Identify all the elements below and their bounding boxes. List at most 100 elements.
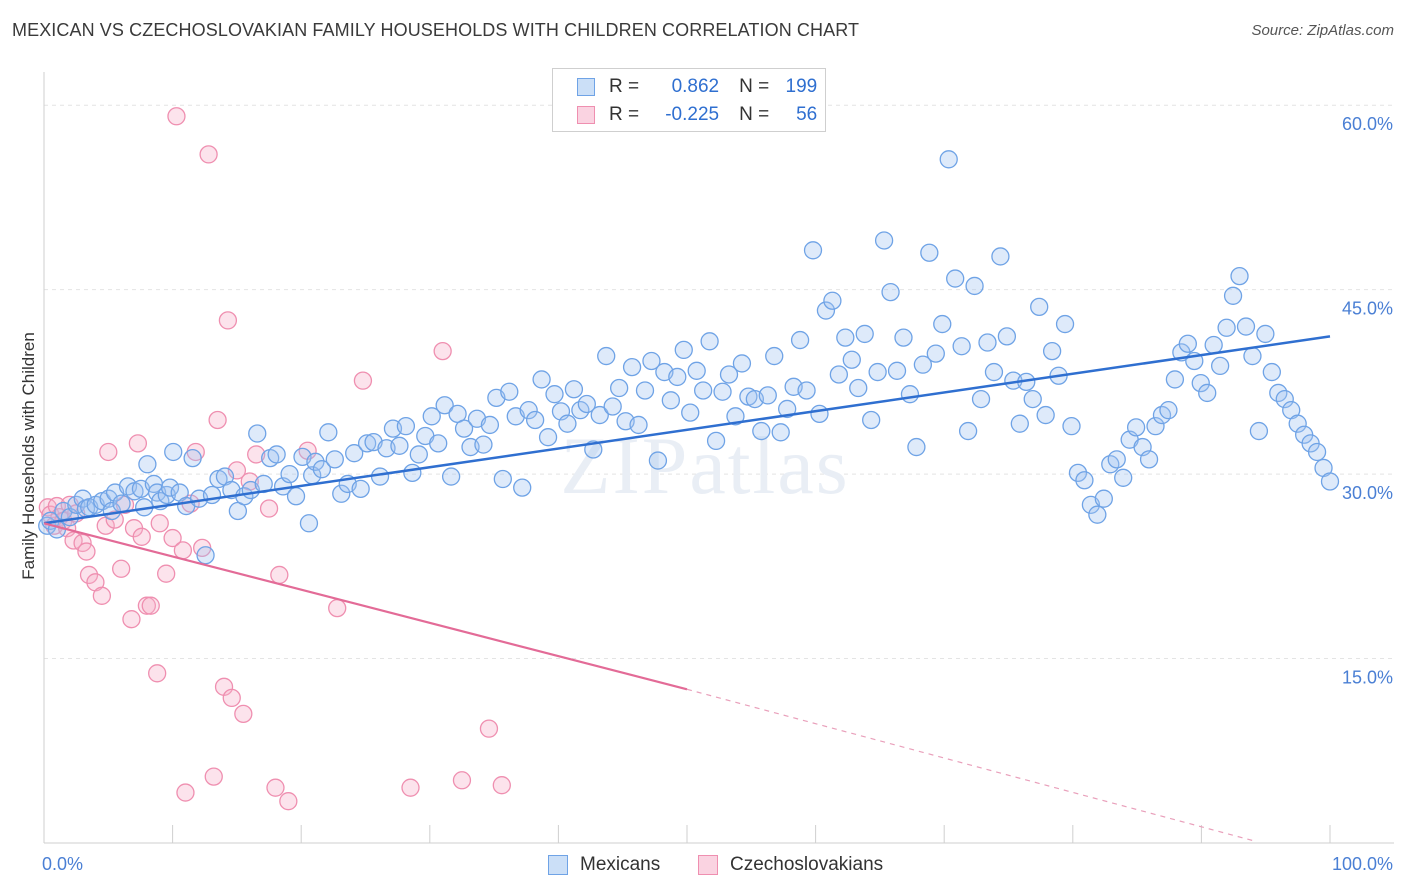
mexicans-point bbox=[409, 445, 428, 464]
mexicans-point bbox=[160, 478, 180, 497]
czechoslovakians-point bbox=[73, 533, 92, 553]
mexicans-point bbox=[1165, 370, 1185, 389]
mexicans-point bbox=[958, 421, 978, 441]
czechoslovakians-point bbox=[150, 514, 169, 533]
czechoslovakians-point bbox=[173, 541, 193, 560]
mexicans-point bbox=[1023, 389, 1042, 409]
mexicans-point bbox=[681, 403, 700, 422]
mexicans-point bbox=[1107, 450, 1126, 469]
mexicans-point bbox=[474, 435, 493, 454]
bottom-legend-czechoslovakians: Czechoslovakians bbox=[698, 852, 883, 878]
mexicans-point bbox=[997, 327, 1017, 346]
y-axis-title: Family Households with Children bbox=[19, 332, 38, 580]
czechoslovakians-point bbox=[157, 564, 176, 583]
legend-swatch-pink bbox=[577, 106, 595, 124]
mexicans-point bbox=[538, 428, 558, 447]
czechoslovakians-point bbox=[176, 783, 195, 802]
mexicans-point bbox=[590, 405, 609, 425]
mexicans-point bbox=[351, 479, 370, 499]
r-value: -0.225 bbox=[665, 104, 720, 125]
mexicans-point bbox=[609, 378, 629, 398]
mexicans-point bbox=[312, 460, 332, 479]
czechoslovakians-point bbox=[452, 771, 472, 790]
mexicans-point bbox=[435, 396, 454, 415]
mexicans-point bbox=[991, 247, 1010, 266]
mexicans-point bbox=[900, 385, 920, 404]
mexicans-point bbox=[635, 381, 655, 400]
axes bbox=[43, 72, 1394, 844]
mexicans-point bbox=[790, 330, 810, 350]
mexicans-point bbox=[868, 362, 887, 382]
mexicans-point bbox=[642, 351, 661, 371]
czechoslovakians-point bbox=[199, 145, 218, 164]
mexicans-point bbox=[1139, 450, 1159, 469]
mexicans-point bbox=[390, 436, 409, 455]
mexicans-point bbox=[920, 243, 939, 262]
mexicans-point bbox=[1062, 416, 1081, 436]
czechoslovakians-point bbox=[163, 528, 182, 548]
czechoslovakians-point bbox=[112, 559, 131, 578]
r-label: R = bbox=[609, 76, 640, 97]
mexicans-point bbox=[248, 424, 267, 443]
mexicans-point bbox=[138, 455, 157, 474]
mexicans-point bbox=[668, 367, 687, 387]
mexicans-point bbox=[694, 381, 713, 400]
mexicans-point bbox=[765, 346, 784, 366]
trend-lines bbox=[43, 335, 1331, 842]
mexicans-point bbox=[325, 450, 344, 469]
czechoslovakians-point bbox=[247, 445, 266, 464]
mexicans-point bbox=[558, 414, 577, 433]
mexicans-point bbox=[887, 361, 907, 380]
mexicans-point bbox=[829, 365, 849, 384]
mexicans-point bbox=[1262, 362, 1281, 382]
mexicans-point bbox=[286, 487, 306, 506]
czechoslovakians-point bbox=[132, 527, 151, 546]
mexicans-point bbox=[1030, 297, 1049, 317]
czechoslovakians-point bbox=[79, 565, 99, 585]
mexicans-point bbox=[971, 389, 991, 409]
czechoslovakians-point bbox=[353, 371, 373, 390]
czechoslovakians-point bbox=[433, 341, 452, 361]
mexicans-point bbox=[267, 445, 286, 464]
mexicans-point bbox=[1204, 335, 1223, 355]
czechoslovakians-point bbox=[122, 610, 141, 629]
mexicans-point bbox=[1146, 416, 1165, 436]
mexicans-point bbox=[1230, 266, 1249, 286]
mexicans-point bbox=[933, 314, 952, 334]
mexicans-point bbox=[661, 391, 680, 410]
mexicans-point bbox=[183, 448, 202, 468]
mexicans-point bbox=[306, 452, 325, 471]
mexicans-point bbox=[577, 394, 596, 414]
mexicans-point bbox=[758, 386, 777, 405]
czechoslovakians-point bbox=[99, 442, 118, 462]
mexicans-point bbox=[422, 407, 441, 426]
czechoslovakians-point bbox=[218, 311, 238, 330]
n-label: N = bbox=[739, 76, 770, 97]
mexicans-point bbox=[810, 404, 829, 423]
mexicans-point bbox=[1055, 314, 1075, 334]
mexicans-point bbox=[519, 401, 538, 420]
czechoslovakians-point bbox=[77, 542, 96, 561]
mexicans-point bbox=[1256, 324, 1275, 344]
czechoslovakians-point bbox=[259, 499, 279, 518]
legend-label-czechoslovakians: Czechoslovakians bbox=[730, 854, 884, 875]
mexicans-point bbox=[1010, 414, 1029, 433]
mexicans-point bbox=[1243, 346, 1262, 366]
mexicans-point bbox=[1210, 356, 1230, 376]
mexicans-point bbox=[532, 370, 551, 389]
mexicans-point bbox=[816, 301, 836, 320]
mexicans-point bbox=[687, 361, 706, 380]
mexicans-point bbox=[1075, 471, 1094, 490]
n-value: 199 bbox=[785, 76, 818, 97]
x-tick-label: 0.0% bbox=[42, 854, 83, 874]
mexicans-point bbox=[429, 434, 448, 453]
stats-legend: R = 0.862 N = 199 R = -0.225 N = 56 bbox=[552, 68, 826, 132]
mexicans-point bbox=[1042, 341, 1062, 361]
mexicans-point bbox=[1126, 418, 1146, 437]
mexicans-point bbox=[299, 514, 319, 533]
mexicans-point bbox=[823, 291, 842, 310]
mexicans-point bbox=[952, 337, 971, 356]
mexicans-point bbox=[513, 478, 532, 497]
czechoslovakians-point bbox=[128, 434, 148, 453]
mexicans-point bbox=[564, 380, 584, 399]
